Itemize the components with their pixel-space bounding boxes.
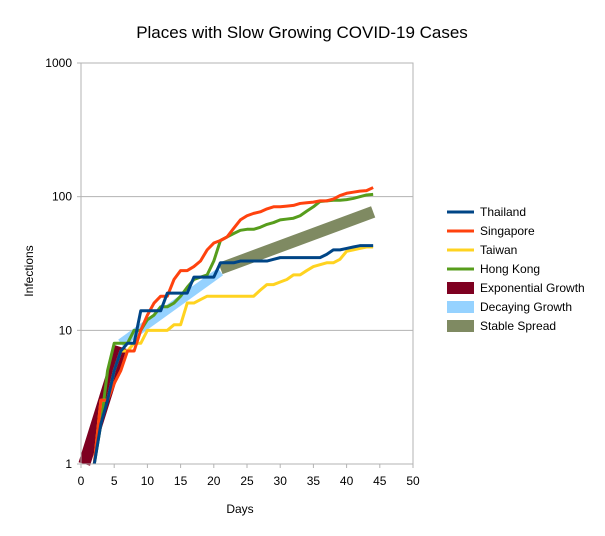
x-tick-label: 20 <box>207 474 221 488</box>
x-axis-title: Days <box>226 502 253 516</box>
chart-title: Places with Slow Growing COVID-19 Cases <box>136 23 468 42</box>
x-tick-label: 40 <box>340 474 354 488</box>
legend-label-thailand: Thailand <box>480 205 526 219</box>
tick-layer: 1 10 100 1000 0 5 10 15 20 25 30 35 40 45 50 <box>45 56 420 488</box>
legend-label-hong-kong: Hong Kong <box>480 262 540 276</box>
legend-swatch-exponential-growth <box>447 282 474 294</box>
x-tick-label: 10 <box>141 474 155 488</box>
x-tick-label: 45 <box>373 474 387 488</box>
legend-label-decaying-growth: Decaying Growth <box>480 300 572 314</box>
series-line-layer <box>92 186 374 465</box>
series-line-thailand <box>92 244 374 465</box>
legend: Thailand Singapore Taiwan Hong Kong Exponent… <box>447 205 585 333</box>
y-tick-label: 1000 <box>45 56 72 70</box>
series-line-singapore <box>92 186 374 465</box>
legend-label-exponential-growth: Exponential Growth <box>480 281 585 295</box>
y-tick-label: 1 <box>65 457 72 471</box>
series-line-taiwan <box>92 245 374 465</box>
x-tick-label: 15 <box>174 474 188 488</box>
legend-label-singapore: Singapore <box>480 224 535 238</box>
legend-label-stable-spread: Stable Spread <box>480 319 556 333</box>
x-tick-label: 0 <box>78 474 85 488</box>
legend-swatch-stable-spread <box>447 320 474 332</box>
legend-swatch-decaying-growth <box>447 301 474 313</box>
y-tick-label: 10 <box>59 323 73 337</box>
x-tick-label: 30 <box>274 474 288 488</box>
y-tick-label: 100 <box>52 190 72 204</box>
x-tick-label: 50 <box>406 474 420 488</box>
x-tick-label: 25 <box>240 474 254 488</box>
x-tick-label: 35 <box>307 474 321 488</box>
band-stable-spread <box>218 206 376 275</box>
y-axis-title: Infections <box>22 245 36 296</box>
x-tick-label: 5 <box>111 474 118 488</box>
trend-band-layer <box>78 206 376 466</box>
legend-label-taiwan: Taiwan <box>480 243 517 257</box>
